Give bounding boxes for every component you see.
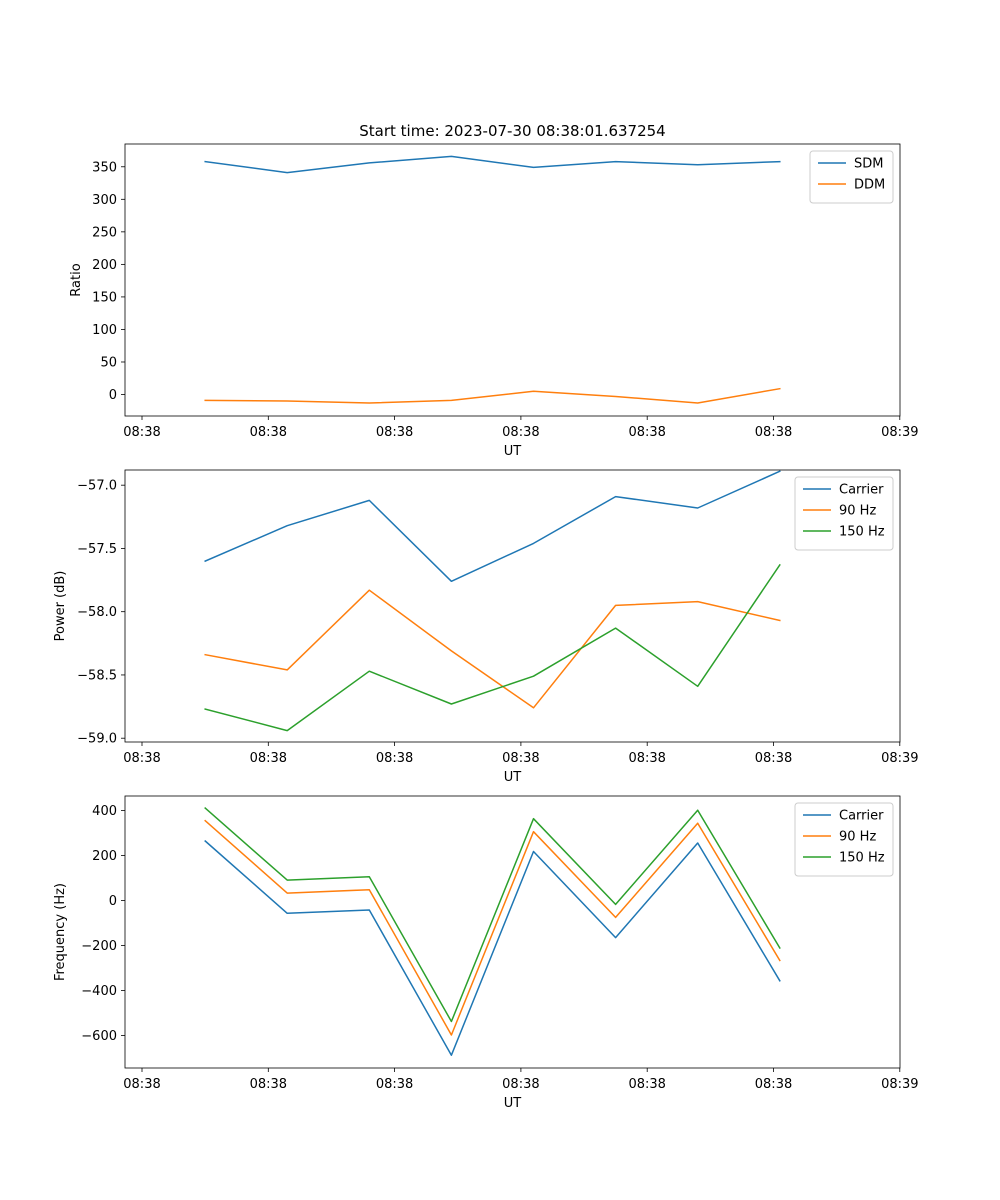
- chart-title: Start time: 2023-07-30 08:38:01.637254: [359, 122, 665, 140]
- legend-label: 150 Hz: [839, 525, 885, 540]
- series-line-sdm: [204, 155, 781, 174]
- legend-label: 150 Hz: [839, 851, 885, 866]
- x-tick-label: 08:38: [502, 425, 539, 440]
- y-tick-label: 100: [92, 323, 117, 338]
- y-tick-label: 200: [92, 849, 117, 864]
- y-tick-label: −58.0: [77, 605, 117, 620]
- y-tick-label: −400: [81, 984, 117, 999]
- subplot-1: 08:38 08:38 08:38 08:38 08:38 08:38 08:39 0 50 10…: [69, 122, 919, 459]
- x-axis-label: UT: [504, 444, 522, 459]
- axes-frame: [124, 795, 901, 1069]
- x-tick-label: 08:39: [881, 1077, 918, 1092]
- x-tick-label: 08:38: [376, 1077, 413, 1092]
- axes-frame: [124, 143, 901, 417]
- legend-label: Carrier: [839, 483, 884, 498]
- x-tick-label: 08:38: [502, 1077, 539, 1092]
- x-tick-label: 08:38: [250, 751, 287, 766]
- y-tick-label: 350: [92, 160, 117, 175]
- x-tick-label: 08:38: [755, 751, 792, 766]
- x-tick-label: 08:38: [123, 751, 160, 766]
- x-tick-label: 08:38: [628, 1077, 665, 1092]
- legend-label: 90 Hz: [839, 504, 876, 519]
- x-tick-label: 08:38: [376, 751, 413, 766]
- series-line-150-hz: [204, 563, 781, 732]
- x-tick-label: 08:38: [250, 425, 287, 440]
- x-tick-label: 08:39: [881, 751, 918, 766]
- x-tick-label: 08:38: [628, 425, 665, 440]
- y-tick-label: −600: [81, 1029, 117, 1044]
- legend-label: 90 Hz: [839, 830, 876, 845]
- x-tick-label: 08:38: [755, 425, 792, 440]
- legend-label: SDM: [854, 157, 883, 172]
- x-tick-label: 08:38: [250, 1077, 287, 1092]
- y-axis-label: Frequency (Hz): [53, 883, 68, 981]
- series-line-90-hz: [204, 589, 781, 709]
- series-line-90-hz: [204, 819, 781, 1036]
- y-tick-label: 150: [92, 290, 117, 305]
- x-axis-label: UT: [504, 770, 522, 785]
- y-axis-label: Power (dB): [53, 571, 68, 642]
- y-tick-label: −58.5: [77, 668, 117, 683]
- y-tick-label: 0: [109, 894, 117, 909]
- x-tick-label: 08:38: [755, 1077, 792, 1092]
- series-line-150-hz: [204, 807, 781, 1023]
- legend: SDM DDM: [809, 150, 894, 204]
- y-tick-label: 0: [109, 388, 117, 403]
- legend-label: Carrier: [839, 809, 884, 824]
- y-tick-label: 300: [92, 193, 117, 208]
- y-tick-label: −57.0: [77, 479, 117, 494]
- y-tick-label: 400: [92, 804, 117, 819]
- y-tick-label: 50: [100, 355, 117, 370]
- legend-box: [809, 150, 894, 204]
- axes-frame: [124, 469, 901, 743]
- legend-label: DDM: [854, 178, 885, 193]
- y-tick-label: −200: [81, 939, 117, 954]
- legend: Carrier 90 Hz 150 Hz: [794, 802, 894, 877]
- y-axis-label: Ratio: [69, 263, 84, 296]
- y-tick-label: −57.5: [77, 542, 117, 557]
- subplot-3: 08:38 08:38 08:38 08:38 08:38 08:38 08:39 −600 −…: [53, 795, 919, 1111]
- legend: Carrier 90 Hz 150 Hz: [794, 476, 894, 551]
- x-tick-label: 08:39: [881, 425, 918, 440]
- x-tick-label: 08:38: [502, 751, 539, 766]
- x-tick-label: 08:38: [123, 425, 160, 440]
- x-axis-label: UT: [504, 1096, 522, 1111]
- x-tick-label: 08:38: [376, 425, 413, 440]
- x-tick-label: 08:38: [628, 751, 665, 766]
- series-line-carrier: [204, 839, 781, 1056]
- series-line-ddm: [204, 387, 781, 404]
- y-tick-label: 250: [92, 225, 117, 240]
- subplot-2: 08:38 08:38 08:38 08:38 08:38 08:38 08:39 −59.0…: [53, 469, 919, 785]
- y-tick-label: 200: [92, 258, 117, 273]
- series-line-carrier: [204, 470, 781, 583]
- x-tick-label: 08:38: [123, 1077, 160, 1092]
- y-tick-label: −59.0: [77, 732, 117, 747]
